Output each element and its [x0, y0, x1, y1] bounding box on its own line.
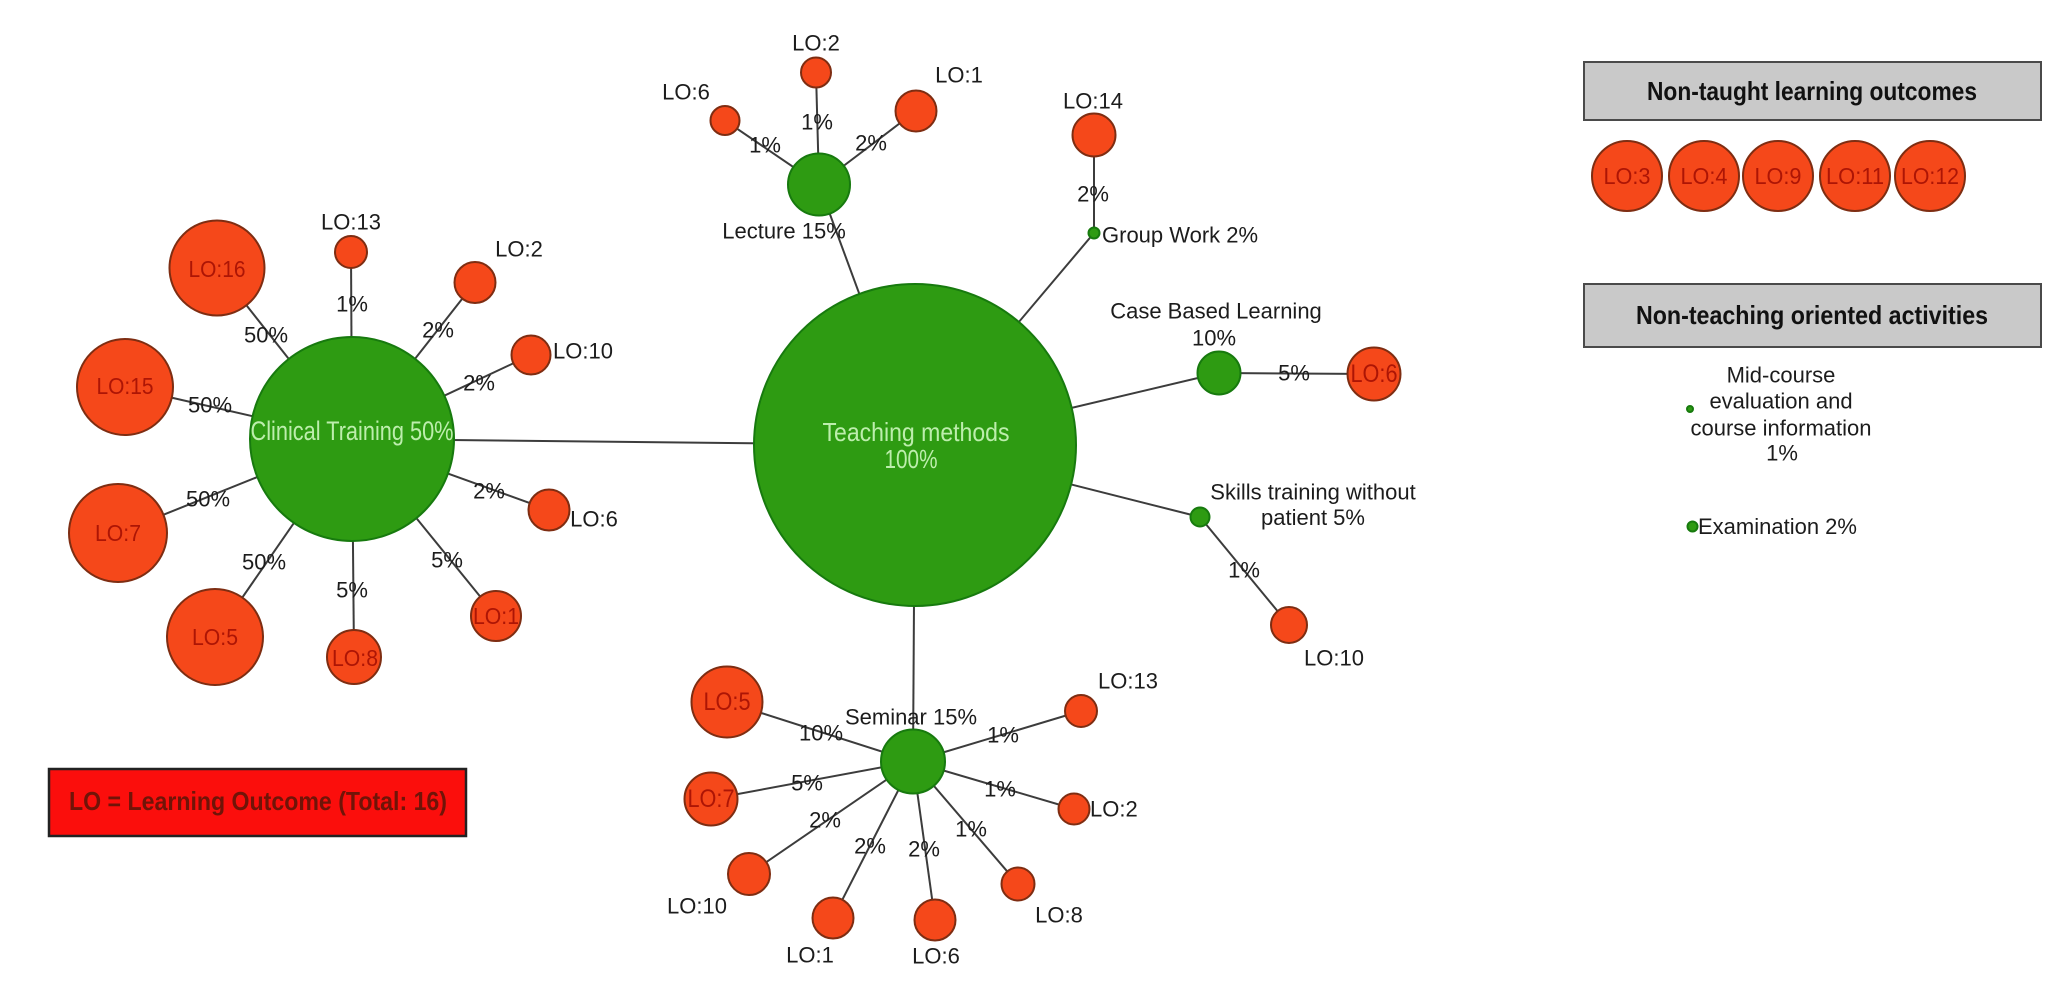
svg-text:LO:1: LO:1	[473, 603, 519, 629]
svg-text:5%: 5%	[791, 771, 823, 796]
svg-text:LO:14: LO:14	[1063, 89, 1123, 114]
svg-text:Group Work 2%: Group Work 2%	[1102, 223, 1258, 248]
svg-text:LO:2: LO:2	[495, 237, 543, 262]
svg-text:LO:7: LO:7	[688, 785, 735, 813]
svg-text:LO:1: LO:1	[786, 943, 834, 968]
svg-text:50%: 50%	[242, 550, 286, 575]
svg-text:LO:5: LO:5	[192, 624, 238, 650]
svg-text:50%: 50%	[186, 487, 230, 512]
svg-text:LO:13: LO:13	[1098, 669, 1158, 694]
svg-text:LO:2: LO:2	[1090, 797, 1138, 822]
svg-text:LO:4: LO:4	[1681, 163, 1728, 189]
svg-text:1%: 1%	[955, 817, 987, 842]
svg-text:LO:3: LO:3	[1604, 163, 1651, 189]
svg-text:LO:2: LO:2	[792, 31, 840, 56]
svg-text:1%: 1%	[336, 292, 368, 317]
svg-text:10%: 10%	[799, 721, 843, 746]
svg-text:Lecture 15%: Lecture 15%	[722, 219, 846, 244]
svg-text:Non-taught learning outcomes: Non-taught learning outcomes	[1647, 76, 1977, 106]
svg-text:2%: 2%	[422, 318, 454, 343]
svg-text:Examination 2%: Examination 2%	[1698, 514, 1857, 539]
svg-text:LO:6: LO:6	[1351, 360, 1398, 388]
svg-text:LO:6: LO:6	[662, 80, 710, 105]
svg-text:LO:9: LO:9	[1755, 163, 1802, 189]
svg-text:2%: 2%	[855, 131, 887, 156]
svg-text:1%: 1%	[749, 133, 781, 158]
svg-text:LO:13: LO:13	[321, 210, 381, 235]
svg-text:Skills training without: Skills training without	[1210, 480, 1415, 505]
svg-text:LO:5: LO:5	[704, 688, 751, 716]
svg-text:LO:8: LO:8	[1035, 903, 1083, 928]
svg-text:100%: 100%	[885, 444, 938, 474]
svg-text:course information: course information	[1691, 416, 1872, 441]
svg-text:Mid-course: Mid-course	[1727, 363, 1836, 388]
svg-text:5%: 5%	[1278, 361, 1310, 386]
svg-text:LO:6: LO:6	[570, 507, 618, 532]
svg-text:Clinical Training 50%: Clinical Training 50%	[251, 416, 454, 446]
svg-text:LO:12: LO:12	[1901, 163, 1959, 189]
svg-text:Case Based Learning: Case Based Learning	[1110, 299, 1322, 324]
svg-text:LO:8: LO:8	[332, 645, 378, 671]
svg-text:1%: 1%	[984, 777, 1016, 802]
svg-text:Non-teaching oriented activiti: Non-teaching oriented activities	[1636, 300, 1988, 330]
svg-text:LO:6: LO:6	[912, 944, 960, 969]
svg-text:LO:15: LO:15	[97, 373, 154, 399]
svg-text:1%: 1%	[987, 723, 1019, 748]
svg-text:patient 5%: patient 5%	[1261, 505, 1365, 530]
svg-text:2%: 2%	[1077, 182, 1109, 207]
svg-text:2%: 2%	[463, 371, 495, 396]
svg-text:Seminar 15%: Seminar 15%	[845, 705, 977, 730]
svg-text:10%: 10%	[1192, 326, 1236, 351]
svg-text:50%: 50%	[188, 393, 232, 418]
svg-text:LO:7: LO:7	[95, 520, 141, 546]
svg-text:2%: 2%	[854, 834, 886, 859]
svg-text:2%: 2%	[809, 808, 841, 833]
svg-text:Teaching methods: Teaching methods	[823, 417, 1010, 447]
svg-text:evaluation and: evaluation and	[1709, 389, 1852, 414]
svg-text:5%: 5%	[336, 578, 368, 603]
svg-text:1%: 1%	[801, 110, 833, 135]
svg-text:50%: 50%	[244, 323, 288, 348]
svg-text:LO:11: LO:11	[1826, 163, 1884, 189]
svg-text:LO:10: LO:10	[1304, 646, 1364, 671]
svg-text:LO:10: LO:10	[553, 339, 613, 364]
svg-text:2%: 2%	[473, 479, 505, 504]
svg-text:1%: 1%	[1228, 558, 1260, 583]
svg-text:LO:10: LO:10	[667, 894, 727, 919]
svg-text:LO:1: LO:1	[935, 63, 983, 88]
svg-text:LO = Learning Outcome (Total:: LO = Learning Outcome (Total: 16)	[69, 786, 447, 816]
svg-text:5%: 5%	[431, 548, 463, 573]
svg-text:LO:16: LO:16	[189, 256, 246, 282]
svg-text:1%: 1%	[1766, 441, 1798, 466]
svg-text:2%: 2%	[908, 837, 940, 862]
